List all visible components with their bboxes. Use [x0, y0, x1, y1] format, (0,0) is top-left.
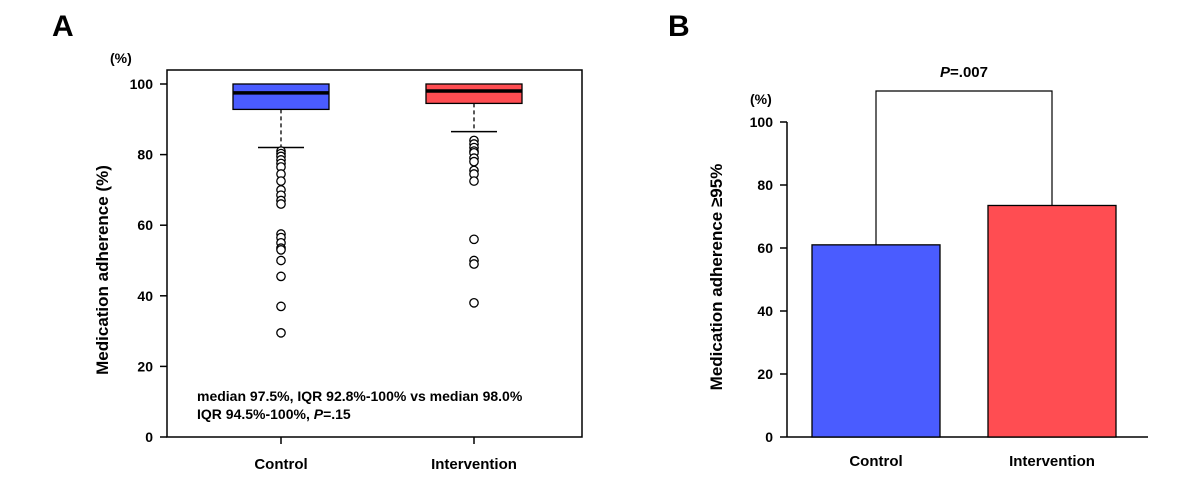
panel-b-y-tick-label: 100 [750, 114, 774, 130]
panel-a-category-label: Control [254, 456, 307, 473]
panel-a-unit-label: (%) [110, 50, 132, 66]
annotation-p-italic: P [314, 406, 324, 422]
panel-a-plot-frame [166, 69, 583, 438]
panel-a-y-tick-label: 80 [137, 147, 153, 163]
panel-a-y-axis-title: Medication adherence (%) [93, 165, 112, 375]
p-value-italic: P [940, 64, 951, 81]
panel-a-y-tick-label: 40 [137, 288, 153, 304]
panel-b-p-value: P=.007 [940, 64, 988, 81]
outlier-point [276, 176, 286, 186]
annotation-p-value: =.15 [323, 406, 351, 422]
iqr-box [232, 83, 330, 111]
panel-a-y-tick-label: 0 [145, 429, 153, 445]
outlier-point [276, 245, 286, 255]
p-value-number: =.007 [950, 64, 988, 81]
bar-control [811, 244, 941, 438]
annotation-iqr-text: IQR 94.5%-100%, [197, 406, 314, 422]
outlier-point [276, 199, 286, 209]
panel-a: A (%) Medication adherence (%) 0 20 40 60 80… [52, 10, 583, 473]
panel-b-letter: B [668, 10, 690, 43]
outlier-point [469, 234, 479, 245]
outlier-point [276, 328, 286, 338]
panel-b-y-tick-label: 0 [765, 429, 773, 445]
panel-a-y-tick-label: 60 [137, 217, 153, 233]
panel-b-y-tick-label: 60 [757, 240, 773, 256]
panel-a-category-label: Intervention [431, 456, 517, 473]
panel-b-bars [811, 204, 1117, 438]
panel-a-annotation-line-2: IQR 94.5%-100%, P=.15 [197, 406, 351, 422]
box-intervention [425, 83, 523, 308]
panel-b-unit-label: (%) [750, 91, 772, 107]
box-control [232, 83, 330, 338]
panel-a-letter: A [52, 10, 74, 43]
panel-b-y-axis-title: Medication adherence ≥95% [707, 164, 726, 391]
bar-intervention [987, 204, 1117, 438]
outlier-point [276, 301, 286, 312]
panel-b: B (%) Medication adherence ≥95% 0 20 40 60 8… [668, 10, 1148, 470]
panel-a-y-tick-label: 100 [130, 76, 154, 92]
outlier-point [469, 176, 479, 186]
outlier-point [469, 156, 479, 167]
panel-b-x-axis: Control Intervention [849, 453, 1095, 470]
panel-a-y-axis: 0 20 40 60 80 100 [130, 76, 167, 445]
outlier-point [276, 271, 286, 282]
panel-a-y-tick-label: 20 [137, 358, 153, 374]
panel-b-category-label: Intervention [1009, 453, 1095, 470]
panel-b-y-tick-label: 40 [757, 303, 773, 319]
panel-a-boxes [232, 83, 523, 338]
outlier-point [276, 255, 286, 266]
panel-b-y-tick-label: 80 [757, 177, 773, 193]
panel-a-x-axis: Control Intervention [254, 437, 517, 473]
outlier-point [469, 298, 479, 308]
panel-b-y-tick-label: 20 [757, 366, 773, 382]
significance-bracket [875, 90, 1053, 245]
panel-b-category-label: Control [849, 453, 902, 470]
outlier-point [469, 259, 479, 269]
iqr-box [425, 83, 523, 105]
panel-a-annotation-line-1: median 97.5%, IQR 92.8%-100% vs median 9… [197, 388, 523, 404]
